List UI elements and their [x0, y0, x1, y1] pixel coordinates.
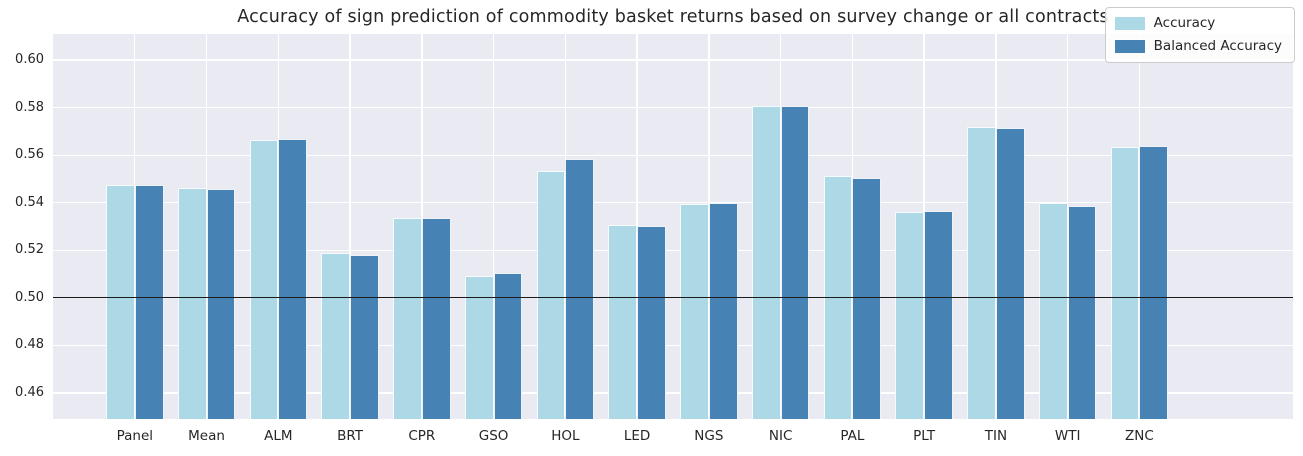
- bar-balanced-accuracy-panel: [134, 185, 164, 419]
- x-tick-label-mean: Mean: [188, 428, 225, 444]
- bar-accuracy-alm: [249, 140, 279, 419]
- x-tick-label-znc: ZNC: [1125, 428, 1154, 444]
- v-gridline-gso: [492, 34, 495, 419]
- y-tick-label-0.48: 0.48: [15, 337, 44, 353]
- bar-accuracy-mean: [177, 188, 207, 419]
- h-gridline-0.46: [53, 392, 1293, 394]
- y-tick-label-0.58: 0.58: [15, 99, 44, 115]
- y-tick-label-0.46: 0.46: [15, 384, 44, 400]
- bar-accuracy-znc: [1110, 146, 1140, 419]
- x-tick-label-brt: BRT: [337, 428, 364, 444]
- x-tick-label-nic: NIC: [768, 428, 793, 444]
- h-gridline-0.60: [53, 59, 1293, 61]
- legend-item-balanced-accuracy: Balanced Accuracy: [1114, 38, 1282, 54]
- legend-label-accuracy: Accuracy: [1153, 15, 1216, 31]
- h-gridline-0.58: [53, 106, 1293, 109]
- legend-label-balanced-accuracy: Balanced Accuracy: [1153, 38, 1282, 54]
- bar-accuracy-panel: [106, 184, 135, 419]
- bar-balanced-accuracy-alm: [278, 139, 308, 419]
- bar-accuracy-cpr: [393, 217, 422, 419]
- bar-accuracy-plt: [895, 211, 925, 419]
- x-tick-label-wti: WTI: [1054, 428, 1081, 444]
- bar-accuracy-brt: [321, 253, 351, 419]
- bar-accuracy-nic: [751, 105, 781, 419]
- x-tick-label-plt: PLT: [913, 428, 936, 444]
- bar-balanced-accuracy-nic: [780, 106, 810, 419]
- v-gridline-brt: [349, 34, 351, 419]
- h-gridline-0.54: [53, 202, 1293, 204]
- plot-area: [53, 34, 1293, 419]
- legend-item-accuracy: Accuracy: [1114, 15, 1282, 31]
- bar-accuracy-ngs: [680, 203, 709, 419]
- x-tick-label-tin: TIN: [984, 428, 1008, 444]
- bar-balanced-accuracy-znc: [1139, 146, 1169, 419]
- y-tick-label-0.54: 0.54: [15, 194, 44, 210]
- legend: Accuracy Balanced Accuracy: [1104, 7, 1295, 63]
- bar-balanced-accuracy-cpr: [421, 218, 451, 419]
- x-tick-label-alm: ALM: [264, 428, 293, 444]
- bar-balanced-accuracy-plt: [924, 210, 953, 419]
- x-tick-label-ngs: NGS: [694, 428, 724, 444]
- bar-accuracy-led: [608, 224, 638, 419]
- reference-line-0.50: [53, 297, 1293, 299]
- legend-swatch-balanced-accuracy-icon: [1114, 39, 1145, 53]
- y-tick-label-0.52: 0.52: [15, 242, 44, 258]
- bar-balanced-accuracy-gso: [493, 273, 523, 419]
- x-tick-label-pal: PAL: [840, 428, 865, 444]
- bar-balanced-accuracy-ngs: [708, 203, 738, 419]
- x-tick-label-cpr: CPR: [408, 428, 436, 444]
- h-gridline-0.56: [53, 154, 1293, 156]
- bar-accuracy-gso: [464, 275, 494, 419]
- x-tick-label-hol: HOL: [551, 428, 580, 444]
- bar-accuracy-hol: [536, 171, 566, 419]
- legend-swatch-accuracy-icon: [1114, 16, 1145, 30]
- x-tick-label-gso: GSO: [478, 428, 509, 444]
- bar-balanced-accuracy-pal: [852, 178, 882, 419]
- bar-balanced-accuracy-mean: [206, 189, 236, 419]
- bar-balanced-accuracy-hol: [565, 158, 595, 419]
- bar-accuracy-wti: [1038, 203, 1068, 419]
- y-tick-label-0.60: 0.60: [15, 52, 44, 68]
- y-tick-label-0.50: 0.50: [15, 289, 44, 305]
- chart-title: Accuracy of sign prediction of commodity…: [237, 7, 1109, 27]
- bar-accuracy-tin: [967, 126, 996, 419]
- bar-balanced-accuracy-tin: [995, 127, 1025, 419]
- h-gridline-0.48: [53, 344, 1293, 347]
- x-tick-label-panel: Panel: [116, 428, 153, 444]
- x-tick-label-led: LED: [623, 428, 651, 444]
- y-tick-label-0.56: 0.56: [15, 147, 44, 163]
- h-gridline-0.52: [53, 249, 1293, 251]
- bar-balanced-accuracy-wti: [1067, 205, 1097, 419]
- bar-balanced-accuracy-led: [637, 225, 666, 419]
- bar-balanced-accuracy-brt: [350, 254, 379, 419]
